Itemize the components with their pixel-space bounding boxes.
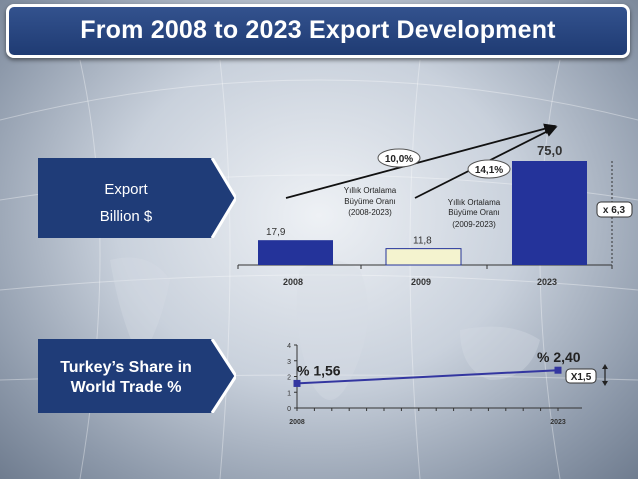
share-label-arrow-box [38, 339, 236, 413]
line-chart-y-tick-label: 2 [287, 375, 291, 382]
share-label-line2: World Trade % [70, 379, 182, 396]
multiplier-box-1 [596, 201, 633, 218]
growth-rate-2: 14,1% [475, 165, 503, 176]
growth-bubble-1 [377, 148, 421, 168]
bar-2008 [258, 240, 333, 265]
share-label-line1: Turkey’s Share in [60, 359, 192, 376]
bar-category-label: 2023 [537, 277, 557, 287]
line-chart-x-label-2023: 2023 [550, 419, 566, 426]
share-series-line [296, 369, 559, 385]
growth-note-1-line2: Büyüme Oranı [344, 197, 396, 206]
multiplier-label-1: x 6,3 [603, 205, 626, 216]
line-chart-y-ticks: 0 1 2 3 4 [287, 343, 297, 413]
multiplier-label-2: X1,5 [571, 372, 592, 383]
growth-arrow-2008-2023 [285, 123, 557, 199]
share-point-2023 [554, 366, 562, 374]
growth-note-2-line2: Büyüme Oranı [448, 208, 500, 217]
export-label-line2: Billion $ [99, 208, 153, 225]
export-label-line1: Export [104, 181, 148, 198]
bar-category-label: 2008 [283, 277, 303, 287]
export-label-arrow-box [38, 158, 236, 238]
share-value-2023: % 2,40 [537, 349, 581, 365]
bar-2023 [512, 161, 587, 265]
multiplier-box-2 [565, 368, 597, 384]
bar-value-label: 75,0 [537, 143, 562, 158]
bar-value-label: 17,9 [266, 227, 286, 238]
growth-note-1-line3: (2008-2023) [348, 208, 392, 217]
growth-rate-1: 10,0% [385, 154, 413, 165]
growth-note-1-line1: Yıllık Ortalama [344, 186, 397, 195]
slide-title: From 2008 to 2023 Export Development [80, 16, 556, 44]
bar-2009 [385, 248, 462, 266]
line-chart-x-label-2008: 2008 [289, 419, 305, 426]
bar-value-label: 11,8 [413, 236, 432, 247]
bar-category-label: 2009 [411, 277, 431, 287]
growth-note-2-line3: (2009-2023) [452, 220, 496, 229]
share-value-2008: % 1,56 [297, 362, 341, 378]
share-point-2008 [293, 379, 301, 387]
growth-note-2-line1: Yıllık Ortalama [448, 198, 501, 207]
multiplier-arrowhead-up [602, 364, 608, 369]
title-bar: From 2008 to 2023 Export Development [6, 4, 630, 58]
growth-bubble-2 [467, 159, 511, 179]
line-chart-y-tick-label: 1 [287, 390, 291, 397]
line-chart-y-tick-label: 3 [287, 359, 291, 366]
line-chart-x-minor-ticks [296, 408, 559, 411]
line-chart-y-tick-label: 4 [287, 343, 291, 350]
line-chart-y-tick-label: 0 [287, 406, 291, 413]
multiplier-arrowhead-down [602, 381, 608, 386]
share-label: Turkey’s Share in World Trade % [38, 358, 214, 398]
export-label: Export Billion $ [38, 176, 214, 230]
